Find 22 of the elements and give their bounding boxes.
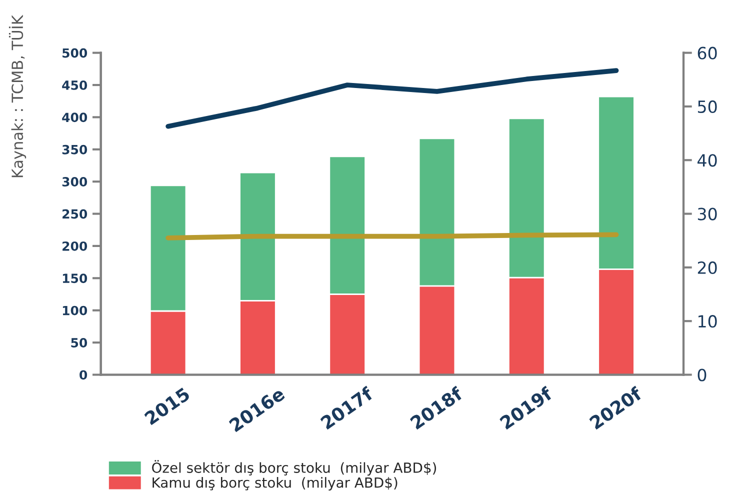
legend-label: Özel sektör dış borç stoku (milyar ABD$)	[152, 460, 436, 476]
y-tick-label: 400	[62, 112, 88, 122]
y2-tick-label: 30	[698, 208, 717, 220]
line-series	[166, 68, 619, 129]
y-tick-label: 0	[80, 370, 88, 380]
y2-tick-label: 10	[698, 315, 717, 328]
y2-tick-label: 40	[698, 154, 717, 167]
y2-tick-label: 20	[698, 261, 717, 274]
y-tick-label: 300	[62, 177, 88, 187]
text: Kaynak: : TCMB, TÜİK	[8, 14, 26, 178]
y-tick-label: 150	[62, 274, 88, 284]
y2-tick-label: 0	[698, 368, 706, 382]
y-tick-label: 350	[62, 144, 88, 154]
y-tick-label: 500	[62, 48, 88, 58]
y-tick-label: 200	[62, 241, 88, 251]
y-tick-label: 450	[62, 80, 88, 90]
y2-tick-label: 60	[698, 46, 717, 60]
y-tick-label: 50	[71, 338, 88, 348]
y2-tick-label: 50	[698, 100, 717, 114]
y-tick-label: 100	[62, 306, 88, 316]
y-tick-label: 250	[62, 209, 88, 219]
legend-label: Kamu dış borç stoku (milyar ABD$)	[152, 477, 398, 490]
